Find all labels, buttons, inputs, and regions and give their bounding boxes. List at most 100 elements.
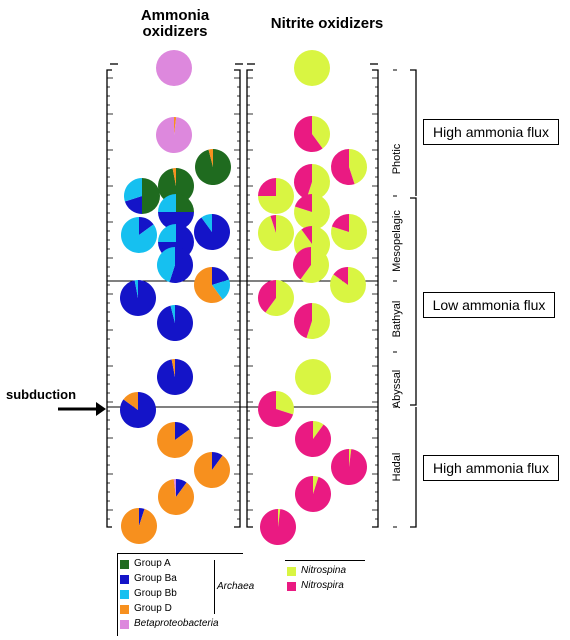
nitrite-pie-slice [295, 476, 332, 512]
legend-swatch [287, 567, 296, 576]
zone-abyssal: Abyssal [391, 369, 403, 409]
ammonia-pie-slice [175, 422, 190, 440]
legend-label: Group A [134, 558, 171, 569]
nitrite-pie [295, 476, 332, 512]
legend-nitrite: Nitrospina Nitrospira [285, 560, 365, 591]
ammonia-pie [194, 452, 231, 489]
ammonia-pie-slice [142, 178, 160, 214]
ammonia-pie [156, 305, 193, 341]
ammonia-pie-slice [157, 422, 193, 458]
legend-swatch [120, 620, 129, 629]
nitrite-pie [293, 247, 329, 283]
ammonia-pie-slice [201, 214, 212, 232]
nitrite-pie-slice [300, 247, 329, 283]
ammonia-pie-slice [124, 178, 142, 202]
nitrite-pie-slice [294, 194, 312, 212]
nitrite-pie-slice [349, 449, 352, 467]
nitrite-pie-slice [294, 303, 312, 339]
ammonia-pie-slice [169, 247, 193, 283]
nitrite-pie [295, 359, 331, 395]
ammonia-pie [194, 214, 230, 250]
nitrite-pie [295, 421, 332, 457]
nitrite-pie-slice [260, 509, 297, 546]
ammonia-pie [121, 217, 157, 254]
flux-high-bottom: High ammonia flux [423, 455, 559, 481]
ammonia-pie-slice [139, 217, 154, 235]
ammonia-pie-slice [155, 117, 192, 153]
ammonia-pie [158, 168, 195, 204]
ammonia-pie-slice [124, 196, 142, 214]
legend-label: Group Ba [134, 573, 177, 584]
subduction-arrow-head [96, 402, 106, 416]
ammonia-pie-slice [158, 212, 194, 230]
ammonia-pie-slice [156, 50, 192, 86]
nitrite-pie-slice [331, 449, 368, 486]
nitrite-pie-slice [293, 247, 311, 280]
legend-swatch [120, 575, 129, 584]
subduction-label: subduction [6, 387, 77, 402]
ammonia-pie-slice [158, 224, 176, 242]
nitrite-pie-slice [294, 50, 330, 86]
nitrite-depth-bracket-left [246, 69, 253, 528]
nitrite-pie-slice [295, 359, 331, 395]
ammonia-pie-slice [173, 479, 176, 497]
nitrite-pie-slice [257, 391, 294, 428]
nitrite-pie-slice [294, 164, 312, 200]
ammonia-depth-bracket-right [234, 69, 241, 528]
legend-ammonia: Group A Group Ba Group Bb Group D Betaproteo… [117, 553, 254, 636]
ammonia-pie-slice [172, 168, 176, 186]
ammonia-pie-slice [171, 359, 175, 377]
ammonia-pie-slice [174, 117, 177, 135]
ammonia-pie-slice [156, 305, 193, 341]
legend-label: Nitrospina [301, 565, 347, 576]
ammonia-pie-slice [157, 247, 175, 283]
ammonia-pie [156, 50, 192, 86]
legend-label: Group D [134, 603, 172, 614]
ammonia-pie-slice [121, 217, 157, 254]
ammonia-pie-slice [158, 194, 176, 212]
ammonia-pie [119, 392, 156, 429]
ammonia-pie-slice [134, 280, 138, 298]
nitrite-pie [258, 215, 294, 251]
nitrite-pie [331, 214, 367, 251]
ammonia-pie [124, 178, 160, 214]
nitrite-pie-slice [258, 178, 276, 196]
ammonia-pie-slice [208, 149, 213, 167]
ammonia-pie-slice [158, 479, 195, 515]
legend-swatch [120, 605, 129, 614]
ammonia-pie-slice [212, 267, 230, 285]
ammonia-pie [158, 194, 194, 230]
ammonia-pie [195, 149, 231, 185]
archaea-bracket [208, 560, 215, 614]
nitrite-pie-slice [333, 267, 348, 285]
nitrite-pie-slice [276, 391, 294, 415]
ammonia-pie-slice [119, 392, 156, 429]
nitrite-depth-bracket-right [372, 69, 379, 528]
nitrite-pie-slice [313, 476, 319, 494]
nitrite-pie [294, 164, 330, 200]
ammonia-pie-slice [176, 479, 187, 497]
nitrite-pie [331, 149, 367, 185]
nitrite-pie [294, 303, 331, 339]
nitrite-pie-slice [312, 116, 330, 149]
ammonia-pie [155, 117, 192, 153]
legend-label: Betaproteobacteria [134, 618, 219, 629]
flux-low: Low ammonia flux [423, 292, 555, 318]
nitrite-pie [257, 391, 294, 428]
zone-hadal: Hadal [391, 452, 403, 482]
flux-high-top: High ammonia flux [423, 119, 559, 145]
flux-brace-bottom [410, 407, 417, 528]
nitrite-pie-slice [306, 164, 330, 200]
nitrite-pie [258, 280, 294, 316]
nitrite-pie [294, 50, 330, 86]
ammonia-depth-bracket-left [106, 69, 112, 528]
zone-photic: Photic [391, 143, 403, 175]
nitrite-pie-slice [258, 280, 276, 313]
ammonia-pie [157, 247, 193, 283]
nitrite-pie [260, 509, 297, 546]
ammonia-pie-slice [158, 168, 195, 204]
archaea-label: Archaea [217, 581, 255, 592]
nitrite-pie [258, 178, 294, 214]
nitrite-pie-slice [349, 149, 367, 185]
